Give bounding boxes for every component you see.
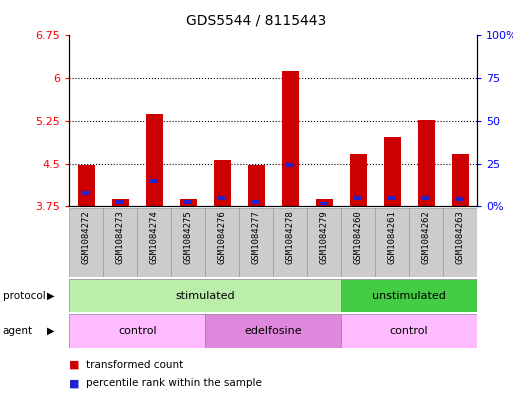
Bar <box>388 196 397 200</box>
Bar <box>146 114 163 206</box>
Bar <box>218 196 226 200</box>
Bar <box>69 208 103 277</box>
Bar <box>443 208 477 277</box>
Text: GSM1084274: GSM1084274 <box>150 210 159 264</box>
Text: GSM1084261: GSM1084261 <box>388 210 397 264</box>
Bar <box>456 197 464 201</box>
Text: ■: ■ <box>69 360 80 370</box>
Text: ▶: ▶ <box>47 291 55 301</box>
Text: control: control <box>118 326 156 336</box>
Bar <box>239 208 273 277</box>
Bar <box>205 314 341 348</box>
Bar <box>112 200 129 206</box>
Text: edelfosine: edelfosine <box>244 326 302 336</box>
Text: GSM1084279: GSM1084279 <box>320 210 329 264</box>
Text: control: control <box>390 326 428 336</box>
Bar <box>409 208 443 277</box>
Bar <box>282 71 299 206</box>
Text: GSM1084275: GSM1084275 <box>184 210 193 264</box>
Bar <box>137 208 171 277</box>
Bar <box>384 137 401 206</box>
Text: unstimulated: unstimulated <box>372 291 446 301</box>
Text: GSM1084276: GSM1084276 <box>218 210 227 264</box>
Bar <box>103 208 137 277</box>
Text: GSM1084262: GSM1084262 <box>422 210 430 264</box>
Bar <box>82 191 90 195</box>
Bar <box>248 165 265 206</box>
Text: GSM1084278: GSM1084278 <box>286 210 294 264</box>
Bar <box>150 179 159 182</box>
Text: GSM1084260: GSM1084260 <box>353 210 363 264</box>
Bar <box>78 165 95 206</box>
Bar <box>350 154 367 206</box>
Bar <box>286 163 294 167</box>
Bar <box>341 314 477 348</box>
Bar <box>451 154 468 206</box>
Text: percentile rank within the sample: percentile rank within the sample <box>86 378 262 388</box>
Bar <box>307 208 341 277</box>
Bar <box>252 200 261 204</box>
Bar <box>418 120 435 206</box>
Text: ▶: ▶ <box>47 326 55 336</box>
Text: agent: agent <box>3 326 33 336</box>
Bar <box>214 160 231 206</box>
Text: stimulated: stimulated <box>175 291 235 301</box>
Bar <box>273 208 307 277</box>
Text: GSM1084273: GSM1084273 <box>116 210 125 264</box>
Bar <box>69 314 205 348</box>
Text: GSM1084263: GSM1084263 <box>456 210 465 264</box>
Text: transformed count: transformed count <box>86 360 183 370</box>
Bar <box>116 200 125 204</box>
Bar <box>320 202 328 205</box>
Bar <box>422 196 430 200</box>
Bar <box>69 279 341 312</box>
Bar <box>315 200 332 206</box>
Bar <box>184 200 192 204</box>
Bar <box>375 208 409 277</box>
Bar <box>171 208 205 277</box>
Bar <box>354 196 362 200</box>
Bar <box>341 279 477 312</box>
Text: protocol: protocol <box>3 291 45 301</box>
Text: GDS5544 / 8115443: GDS5544 / 8115443 <box>186 14 327 28</box>
Text: GSM1084272: GSM1084272 <box>82 210 91 264</box>
Bar <box>180 200 196 206</box>
Text: ■: ■ <box>69 378 80 388</box>
Bar <box>341 208 375 277</box>
Bar <box>205 208 239 277</box>
Text: GSM1084277: GSM1084277 <box>252 210 261 264</box>
